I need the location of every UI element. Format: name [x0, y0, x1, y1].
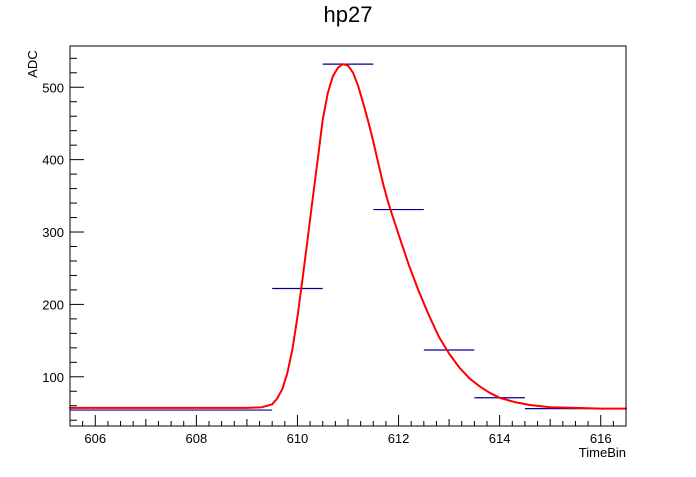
y-tick-label: 500	[42, 80, 64, 95]
y-tick-label: 100	[42, 370, 64, 385]
fit-curve	[69, 63, 627, 410]
x-tick-label: 616	[590, 431, 612, 446]
histogram-series	[70, 63, 626, 411]
y-tick-label: 300	[42, 225, 64, 240]
x-tick-label: 608	[186, 431, 208, 446]
y-tick-label: 400	[42, 153, 64, 168]
x-tick-label: 612	[388, 431, 410, 446]
x-tick-label: 606	[84, 431, 106, 446]
y-tick-label: 200	[42, 297, 64, 312]
x-axis-label: TimeBin	[579, 445, 626, 460]
chart-title: hp27	[324, 2, 373, 27]
axes: 606 608 610 612 614 616 100 200 300 400 500	[42, 45, 627, 446]
fit-series	[69, 63, 627, 410]
x-tick-label: 614	[489, 431, 511, 446]
x-tick-label: 610	[287, 431, 309, 446]
plot-frame	[69, 45, 627, 427]
y-axis-label: ADC	[25, 50, 40, 77]
